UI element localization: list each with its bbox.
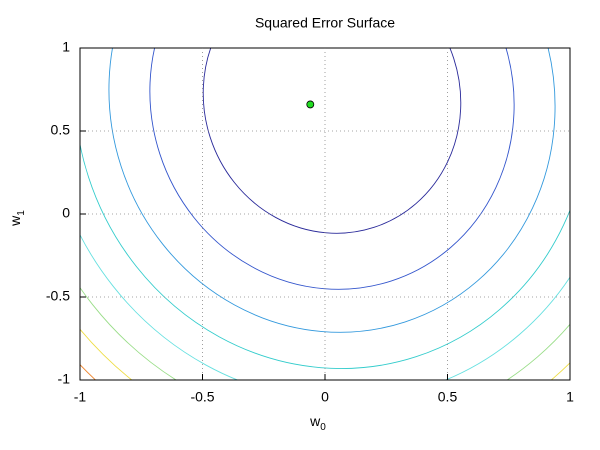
contour-line (149, 48, 515, 290)
chart-title: Squared Error Surface (255, 15, 395, 31)
contour-line (80, 48, 570, 369)
y-label-sub: 1 (16, 210, 27, 216)
x-tick-label: 0.5 (438, 389, 458, 405)
x-tick-label: 0 (321, 389, 329, 405)
x-label-text: w (309, 413, 321, 429)
y-tick-label: 1 (62, 39, 70, 55)
contour-line (202, 48, 462, 234)
point (306, 100, 315, 109)
x-tick-label: -1 (74, 389, 87, 405)
y-label-text: w (7, 215, 23, 227)
x-tick-label: 1 (566, 389, 574, 405)
x-label-sub: 0 (320, 422, 326, 433)
y-tick-label: -0.5 (46, 288, 70, 304)
contour-line (108, 48, 556, 333)
x-tick-label: -0.5 (190, 389, 214, 405)
y-axis-label: w1 (7, 210, 27, 227)
x-axis-label: w0 (309, 413, 326, 433)
y-tick-label: -1 (58, 371, 71, 387)
y-tick-label: 0.5 (51, 122, 71, 138)
y-tick-label: 0 (62, 205, 70, 221)
